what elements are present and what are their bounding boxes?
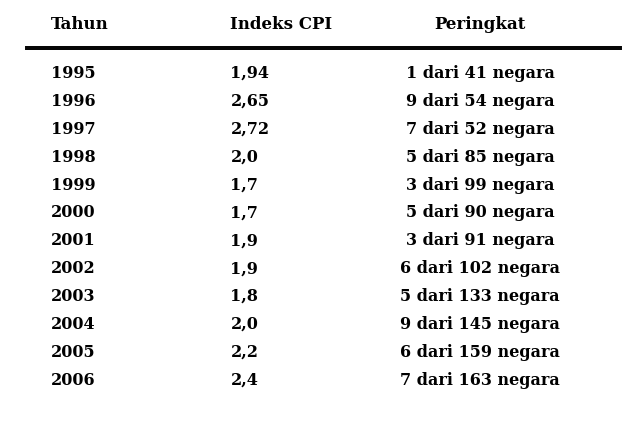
Text: 1997: 1997 [51,121,96,138]
Text: 2004: 2004 [51,316,96,333]
Text: 2,72: 2,72 [230,121,269,138]
Text: 2,4: 2,4 [230,372,259,389]
Text: 1,8: 1,8 [230,288,259,305]
Text: Tahun: Tahun [51,16,109,33]
Text: 2006: 2006 [51,372,96,389]
Text: 2,0: 2,0 [230,316,259,333]
Text: 5 dari 90 negara: 5 dari 90 negara [406,204,554,222]
Text: 1995: 1995 [51,65,96,82]
Text: 2,0: 2,0 [230,149,259,166]
Text: 6 dari 102 negara: 6 dari 102 negara [400,260,560,277]
Text: 5 dari 85 negara: 5 dari 85 negara [406,149,554,166]
Text: 9 dari 145 negara: 9 dari 145 negara [400,316,560,333]
Text: 2002: 2002 [51,260,96,277]
Text: 1998: 1998 [51,149,96,166]
Text: 2005: 2005 [51,344,96,361]
Text: 6 dari 159 negara: 6 dari 159 negara [400,344,560,361]
Text: Peringkat: Peringkat [435,16,525,33]
Text: 9 dari 54 negara: 9 dari 54 negara [406,93,554,110]
Text: 7 dari 163 negara: 7 dari 163 negara [400,372,560,389]
Text: 2000: 2000 [51,204,96,222]
Text: 5 dari 133 negara: 5 dari 133 negara [400,288,560,305]
Text: 1999: 1999 [51,177,96,194]
Text: 1,9: 1,9 [230,232,259,249]
Text: 2001: 2001 [51,232,96,249]
Text: 1996: 1996 [51,93,96,110]
Text: 1 dari 41 negara: 1 dari 41 negara [406,65,554,82]
Text: 1,7: 1,7 [230,204,259,222]
Text: 1,7: 1,7 [230,177,259,194]
Text: 1,94: 1,94 [230,65,269,82]
Text: Indeks CPI: Indeks CPI [230,16,333,33]
Text: 2,2: 2,2 [230,344,259,361]
Text: 2003: 2003 [51,288,96,305]
Text: 1,9: 1,9 [230,260,259,277]
Text: 3 dari 99 negara: 3 dari 99 negara [406,177,554,194]
Text: 3 dari 91 negara: 3 dari 91 negara [406,232,554,249]
Text: 7 dari 52 negara: 7 dari 52 negara [406,121,554,138]
Text: 2,65: 2,65 [230,93,269,110]
